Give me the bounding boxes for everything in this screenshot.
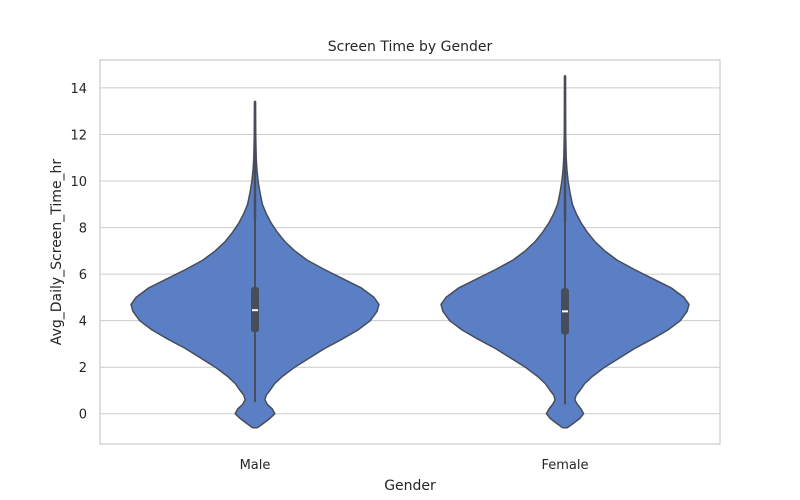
y-tick-label: 0	[79, 408, 87, 423]
grid-lines	[100, 87, 720, 415]
x-tick-label: Female	[541, 458, 588, 473]
plot-frame	[99, 59, 721, 445]
y-tick-label: 14	[70, 82, 87, 97]
y-tick-label: 6	[79, 268, 87, 283]
x-axis-label: Gender	[384, 478, 436, 494]
y-tick-label: 2	[79, 361, 87, 376]
y-tick-label: 10	[70, 175, 87, 190]
chart-title: Screen Time by Gender	[328, 39, 493, 55]
y-tick-label: 8	[79, 222, 87, 237]
y-axis-label: Avg_Daily_Screen_Time_hr	[49, 159, 65, 346]
y-tick-label: 4	[79, 315, 87, 330]
y-tick-label: 12	[70, 128, 87, 143]
x-tick-label: Male	[240, 458, 271, 473]
y-tick-labels: 0 2 4 6 8 10 12 14	[70, 82, 87, 423]
violins	[130, 75, 690, 429]
x-tick-labels: Male Female	[240, 458, 589, 473]
